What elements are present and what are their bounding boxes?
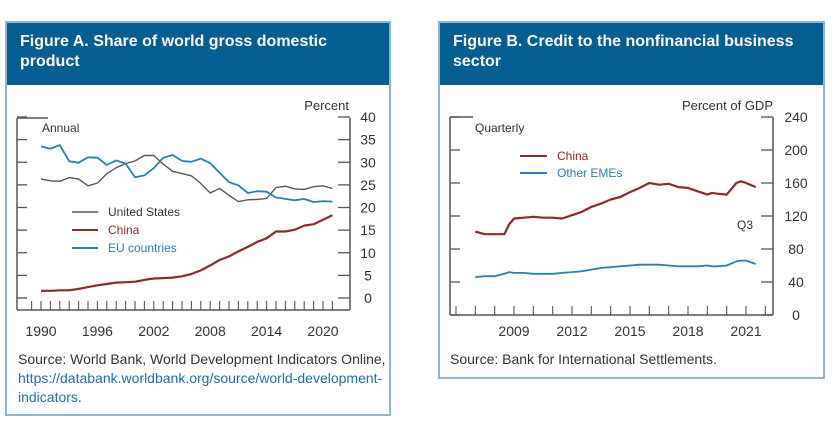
figure-a-source-suffix: . — [77, 389, 82, 405]
fig-b-series-china — [475, 180, 757, 236]
fig-a-series-united-states — [40, 154, 333, 203]
fig-b-series-other-emes — [475, 259, 756, 278]
figure-b-panel: Figure B. Credit to the nonfinancial bus… — [438, 21, 825, 379]
figure-a-source: Source: World Bank, World Development In… — [18, 350, 386, 407]
fig-b-x-tick-label: 2021 — [730, 323, 761, 339]
fig-b-y-tick-label: 80 — [788, 241, 804, 257]
fig-a-x-tick-label: 1996 — [82, 323, 113, 339]
fig-a-legend-label: China — [108, 223, 140, 237]
fig-a-series-eu-countries — [40, 144, 333, 204]
fig-b-y-tick-label: 120 — [784, 208, 808, 224]
fig-a-legend-label: EU countries — [108, 241, 177, 255]
figure-b-source: Source: Bank for International Settlemen… — [450, 350, 818, 369]
fig-a-y-tick-label: 20 — [360, 200, 376, 216]
fig-a-x-tick-label: 2008 — [195, 323, 226, 339]
fig-a-y-tick-label: 25 — [360, 177, 376, 193]
fig-b-end-annotation: Q3 — [737, 218, 753, 232]
fig-a-y-tick-label: 0 — [364, 290, 372, 306]
fig-a-frequency-label: Annual — [42, 121, 79, 135]
fig-a-x-tick-label: 2014 — [251, 323, 282, 339]
fig-a-x-tick-label: 2002 — [138, 323, 169, 339]
figure-b-source-prefix: Source: Bank for International Settlemen… — [450, 351, 717, 367]
fig-b-x-tick-label: 2009 — [498, 323, 529, 339]
fig-b-legend-label: Other EMEs — [557, 166, 622, 180]
fig-b-x-tick-label: 2012 — [556, 323, 587, 339]
fig-a-y-tick-label: 10 — [360, 245, 376, 261]
fig-a-y-tick-label: 5 — [364, 267, 372, 283]
fig-a-y-tick-label: 15 — [360, 222, 376, 238]
fig-b-y-tick-label: 0 — [792, 307, 800, 323]
fig-a-y-tick-label: 40 — [360, 109, 376, 125]
fig-b-y-tick-label: 160 — [784, 175, 808, 191]
fig-b-x-tick-label: 2018 — [672, 323, 703, 339]
figure-a-source-link[interactable]: https://databank.worldbank.org/source/wo… — [18, 370, 383, 405]
fig-a-x-tick-label: 1990 — [25, 323, 56, 339]
fig-a-legend-label: United States — [108, 205, 180, 219]
fig-a-series-china — [41, 214, 333, 292]
fig-a-y-axis-title: Percent — [304, 98, 349, 113]
fig-b-y-tick-label: 40 — [788, 274, 804, 290]
fig-a-y-tick-label: 30 — [360, 154, 376, 170]
fig-a-y-tick-label: 35 — [360, 132, 376, 148]
figure-a-title: Figure A. Share of world gross domestic … — [7, 23, 389, 85]
figure-a-source-prefix: Source: World Bank, World Development In… — [18, 351, 386, 367]
fig-b-x-tick-label: 2015 — [614, 323, 645, 339]
figure-b-title: Figure B. Credit to the nonfinancial bus… — [440, 23, 823, 85]
fig-b-legend-label: China — [557, 149, 589, 163]
fig-b-y-axis-title: Percent of GDP — [682, 98, 773, 113]
fig-b-y-tick-label: 240 — [784, 109, 808, 125]
fig-b-frequency-label: Quarterly — [475, 121, 524, 135]
fig-b-y-tick-label: 200 — [784, 142, 808, 158]
fig-a-x-tick-label: 2020 — [307, 323, 338, 339]
